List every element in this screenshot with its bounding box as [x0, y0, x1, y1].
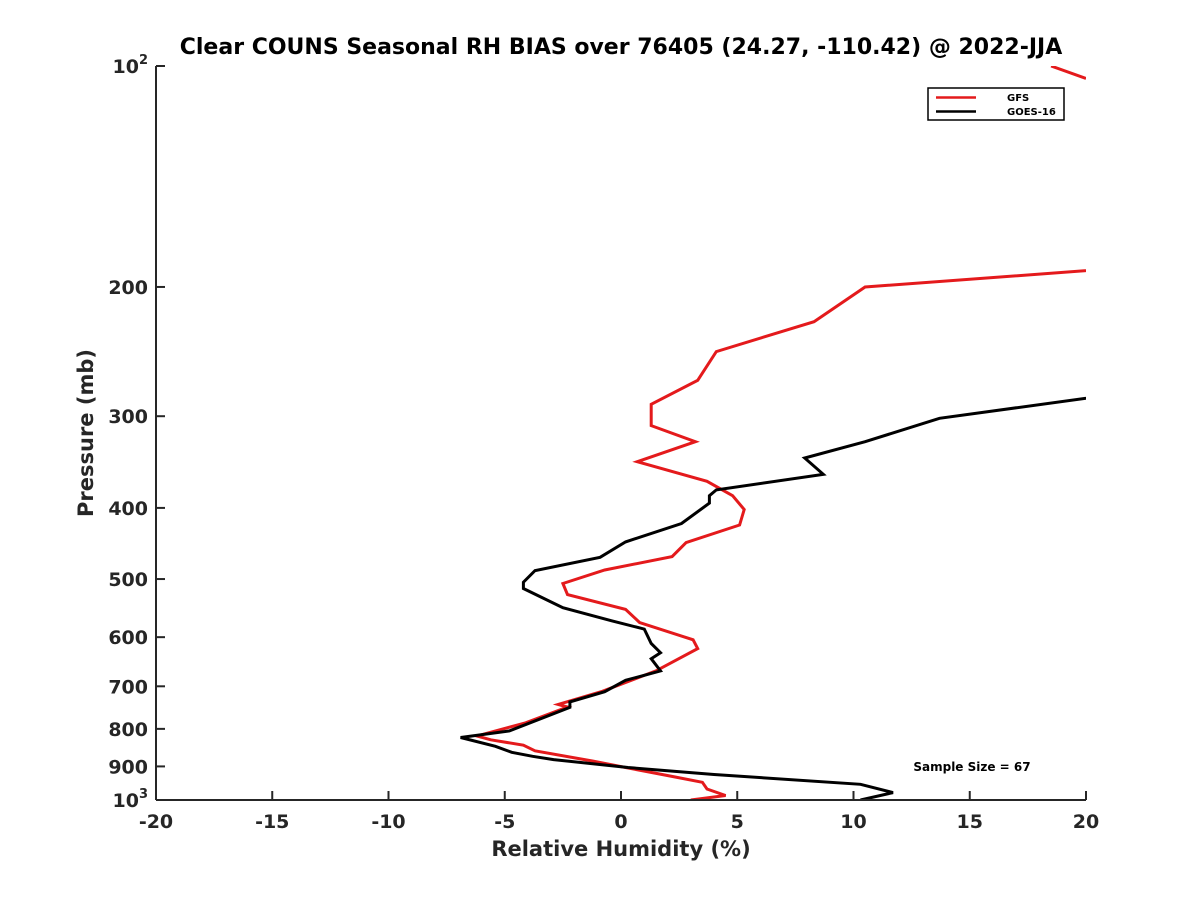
x-tick-label: 20	[1073, 811, 1099, 833]
x-tick-label: 0	[614, 811, 627, 833]
axes-layer: -20 -15 -10 -5 0 5 10 15 20 102 200 300 400 500 600 700…	[108, 53, 1099, 833]
y-tick-label: 700	[108, 676, 148, 698]
x-tick-label: -15	[255, 811, 289, 833]
legend: GFS GOES-16	[927, 87, 1065, 121]
y-tick-label: 103	[113, 787, 149, 812]
x-tick-label: 5	[731, 811, 744, 833]
x-tick-label: -20	[139, 811, 173, 833]
series-line-goes16	[460, 396, 1086, 800]
x-tick-label: -5	[494, 811, 515, 833]
x-tick-label: 10	[840, 811, 866, 833]
y-axis-label: Pressure (mb)	[74, 349, 98, 517]
series-line-gfs-seg0	[1050, 66, 1086, 80]
series-layer	[460, 66, 1086, 800]
y-tick-label: 500	[108, 569, 148, 591]
legend-label-gfs: GFS	[1007, 93, 1029, 104]
y-tick-label: 800	[108, 719, 148, 741]
sample-size-annotation: Sample Size = 67	[913, 760, 1030, 774]
y-tick-label: 400	[108, 498, 148, 520]
y-tick-label: 600	[108, 627, 148, 649]
chart-title: Clear COUNS Seasonal RH BIAS over 76405 …	[180, 35, 1063, 60]
legend-box	[927, 87, 1065, 121]
y-tick-label: 102	[113, 53, 149, 78]
x-tick-label: 15	[957, 811, 983, 833]
y-tick-label: 300	[108, 406, 148, 428]
series-line-gfs-seg1	[471, 269, 1086, 800]
legend-label-goes16: GOES-16	[1007, 107, 1056, 118]
plot-area: -20 -15 -10 -5 0 5 10 15 20 102 200 300 400 500 600 700…	[108, 53, 1099, 833]
x-axis-label: Relative Humidity (%)	[491, 837, 750, 861]
y-tick-label: 200	[108, 277, 148, 299]
y-tick-label: 900	[108, 756, 148, 778]
x-tick-label: -10	[371, 811, 405, 833]
